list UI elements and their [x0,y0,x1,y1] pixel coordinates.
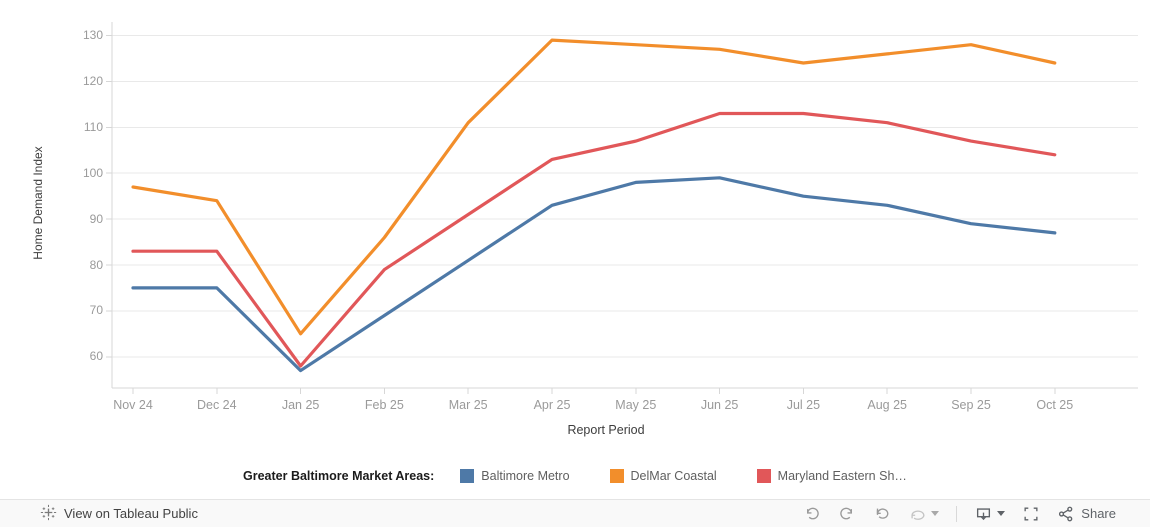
legend-label: Maryland Eastern Sh… [777,469,907,483]
redo-icon [840,507,853,519]
redo-button[interactable] [838,505,856,523]
x-tick-label: Sep 25 [951,398,991,412]
chevron-down-icon [931,511,940,516]
refresh-icon [911,509,925,520]
y-tick-label: 120 [82,73,103,88]
legend-item[interactable]: Maryland Eastern Sh… [756,469,907,483]
download-button[interactable] [974,505,1006,523]
legend-title: Greater Baltimore Market Areas: [243,469,435,483]
y-tick-label: 70 [89,303,103,318]
view-link-label: View on Tableau Public [64,506,198,521]
x-tick-label: Jan 25 [281,398,320,412]
legend-label: Baltimore Metro [481,469,570,483]
legend-item[interactable]: DelMar Coastal [609,469,717,483]
legend-label: DelMar Coastal [630,469,717,483]
x-tick-label: Nov 24 [113,398,153,412]
legend: Greater Baltimore Market Areas: Baltimor… [243,466,947,486]
legend-items: Baltimore Metro DelMar Coastal Maryland Ea… [460,469,947,483]
undo-icon [807,507,819,519]
chevron-down-icon [997,511,1006,516]
y-tick-label: 110 [83,119,103,134]
toolbar-buttons: Share [786,505,1116,523]
x-tick-label: Aug 25 [867,398,907,412]
legend-swatch [756,469,771,483]
y-axis-title: Home Demand Index [31,146,45,260]
share-button[interactable]: Share [1057,505,1116,523]
fullscreen-button[interactable] [1022,505,1040,523]
x-axis-title: Report Period [567,423,645,437]
download-icon [977,507,991,520]
y-tick-label: 130 [82,28,103,42]
undo-button[interactable] [803,505,821,523]
y-tick-label: 60 [89,349,103,364]
tableau-toolbar: View on Tableau Public [0,499,1150,527]
refresh-button[interactable] [908,505,940,523]
x-tick-label: Oct 25 [1036,398,1074,412]
replay-button[interactable] [873,505,891,523]
share-icon [1059,506,1073,521]
fullscreen-icon [1024,506,1038,521]
series-line-maryland-eastern-sh-[interactable] [131,111,1057,368]
x-tick-label: Jun 25 [700,398,739,412]
replay-icon [877,507,889,519]
x-tick-label: Feb 25 [364,398,404,412]
x-tick-label: May 25 [615,398,657,412]
chart-area: Home Demand Index Report Period Greater … [0,0,1150,486]
share-button-label: Share [1081,506,1116,521]
x-tick-label: Jul 25 [786,398,821,412]
view-on-tableau-public-link[interactable]: View on Tableau Public [33,504,198,524]
legend-swatch [609,469,624,483]
tableau-logo-icon [40,504,57,524]
legend-swatch [460,469,475,483]
y-tick-label: 80 [89,257,103,272]
toolbar-separator [956,505,958,522]
x-tick-label: Apr 25 [533,398,571,412]
y-tick-label: 100 [82,165,103,180]
series-line-baltimore-metro[interactable] [131,176,1057,373]
series-line-delmar-coastal[interactable] [131,38,1057,336]
y-tick-label: 90 [89,211,103,226]
legend-item[interactable]: Baltimore Metro [460,469,570,483]
x-tick-label: Mar 25 [448,398,488,412]
line-chart-plot[interactable] [0,0,1150,455]
x-tick-label: Dec 24 [196,398,237,412]
